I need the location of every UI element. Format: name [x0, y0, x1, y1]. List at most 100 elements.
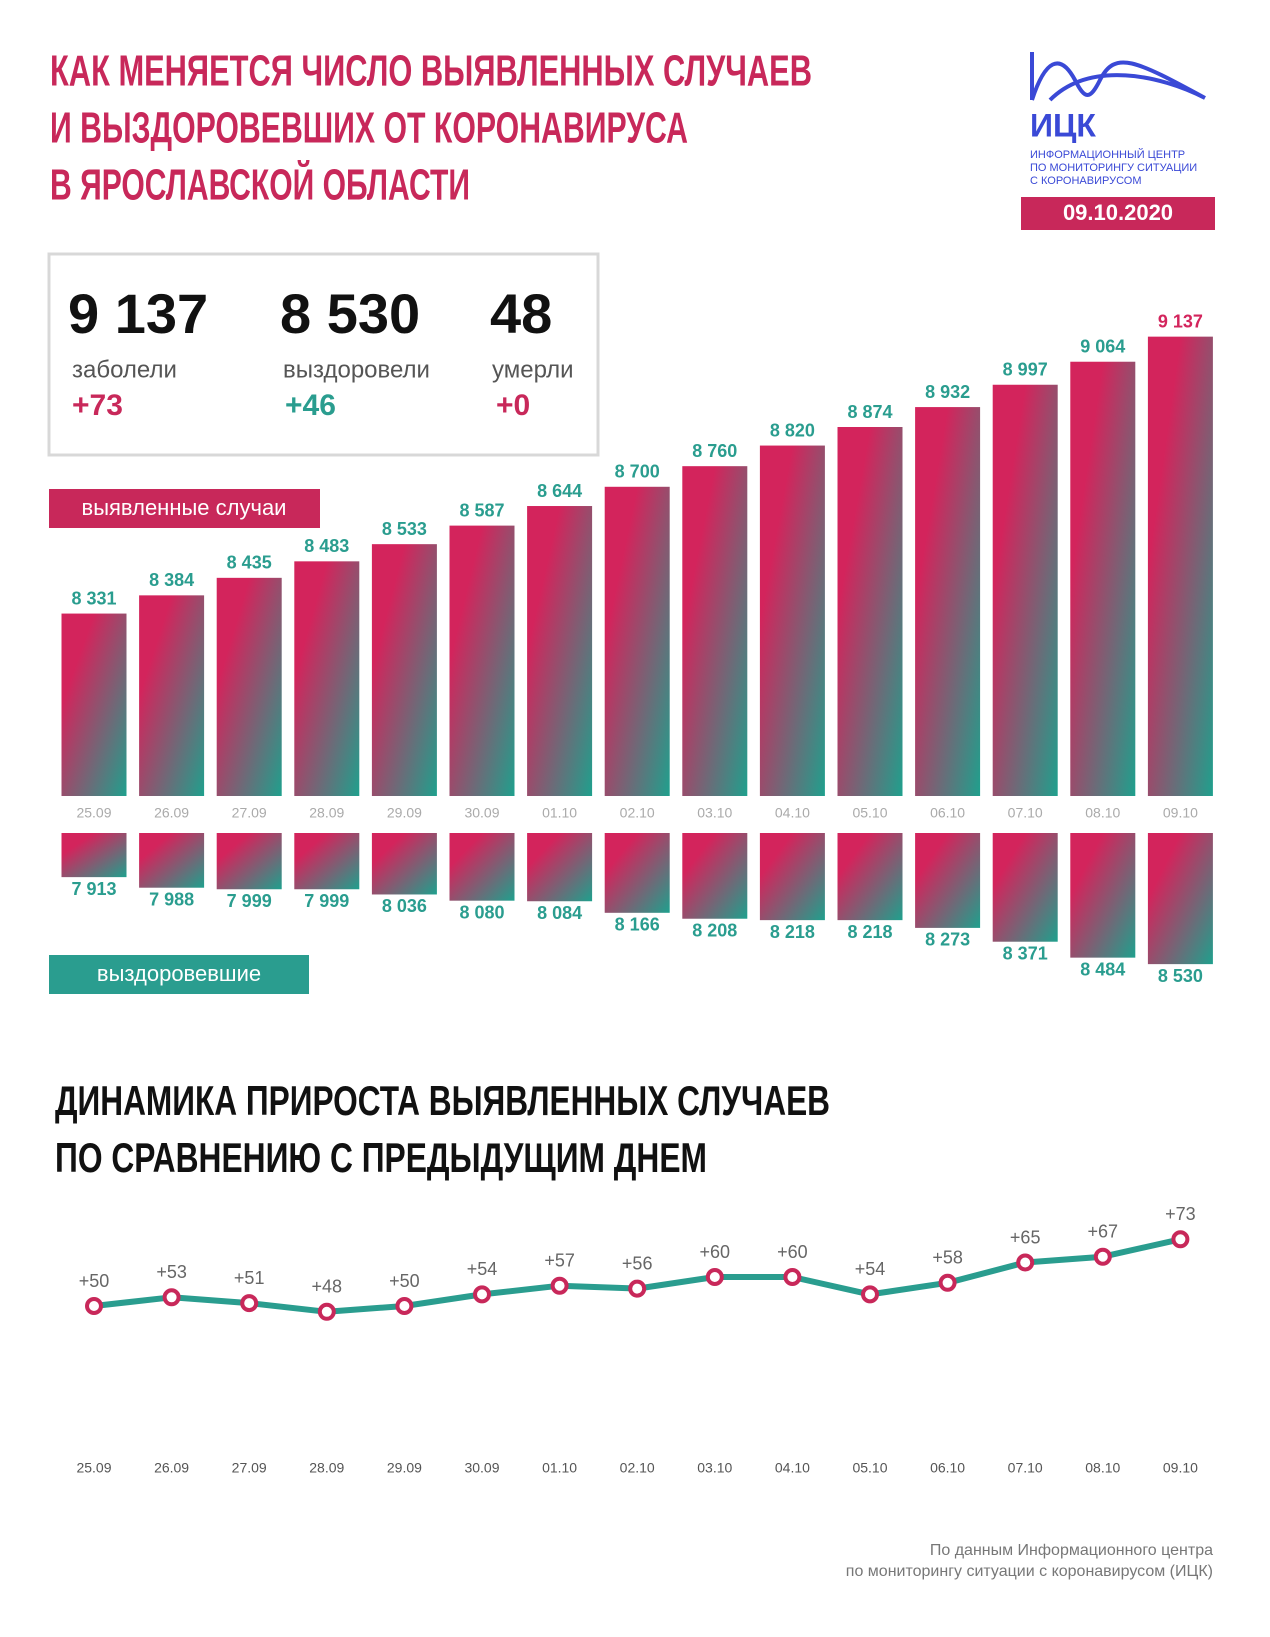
bar [1070, 361, 1136, 796]
logo-curve [1030, 52, 1206, 102]
stat-value: 8 530 [280, 282, 420, 345]
value-label: 7 913 [71, 879, 116, 899]
bar [837, 427, 903, 796]
x-tick-label: 29.09 [387, 1460, 422, 1476]
logo: ИЦК ИНФОРМАЦИОННЫЙ ЦЕНТР ПО МОНИТОРИНГУ … [1030, 52, 1206, 187]
value-label: 8 820 [770, 420, 815, 440]
value-label: 8 874 [847, 402, 892, 422]
x-tick-label: 30.09 [464, 1460, 499, 1476]
bar [915, 833, 981, 928]
stat-delta: +46 [285, 389, 336, 422]
x-tick-label: 07.10 [1008, 1460, 1043, 1476]
marker [317, 1302, 336, 1321]
marker [705, 1268, 724, 1286]
bar [216, 833, 282, 890]
legend-label: выздоровевшие [97, 961, 261, 986]
value-label: 8 166 [615, 915, 660, 935]
value-label: 7 988 [149, 889, 194, 909]
value-label: +50 [389, 1271, 420, 1291]
bar [139, 833, 205, 888]
value-label: 7 999 [304, 891, 349, 911]
logo-abbr: ИЦК [1030, 107, 1096, 143]
x-tick-label: 25.09 [76, 805, 111, 821]
bar [837, 833, 903, 921]
legend-box [49, 955, 309, 994]
marker [240, 1294, 259, 1313]
marker [1016, 1253, 1035, 1272]
x-tick-label: 04.10 [775, 805, 810, 821]
bar [1147, 336, 1213, 796]
value-label: 8 932 [925, 382, 970, 402]
value-label: 8 218 [847, 922, 892, 942]
value-label: +50 [79, 1271, 110, 1291]
value-label: 8 644 [537, 481, 582, 501]
marker [861, 1285, 879, 1304]
x-tick-label: 27.09 [232, 805, 267, 821]
logo-text: ИНФОРМАЦИОННЫЙ ЦЕНТР [1030, 148, 1185, 161]
value-label: +58 [932, 1248, 963, 1268]
line-title: ПО СРАВНЕНИЮ С ПРЕДЫДУЩИМ ДНЕМ [55, 1134, 707, 1181]
x-tick-label: 26.09 [154, 1460, 189, 1476]
value-label: 8 484 [1080, 959, 1125, 979]
bar [371, 833, 437, 895]
x-tick-label: 01.10 [542, 1460, 577, 1476]
x-tick-label: 08.10 [1085, 1460, 1120, 1476]
value-label: 7 999 [227, 891, 272, 911]
bar [449, 525, 515, 796]
marker [550, 1276, 569, 1295]
bar [759, 833, 825, 921]
title-line: КАК МЕНЯЕТСЯ ЧИСЛО ВЫЯВЛЕННЫХ СЛУЧАЕВ [50, 47, 812, 96]
marker [1093, 1247, 1112, 1266]
bar [1070, 833, 1136, 958]
bar [604, 486, 670, 796]
marker [395, 1297, 414, 1315]
legend-label: выявленные случаи [82, 495, 287, 520]
bar [449, 833, 515, 901]
title-line: И ВЫЗДОРОВЕВШИХ ОТ КОРОНАВИРУСА [50, 104, 688, 153]
bar [371, 544, 437, 796]
value-label: 8 997 [1003, 359, 1048, 379]
value-label: +65 [1010, 1227, 1041, 1247]
marker [1171, 1230, 1190, 1249]
x-tick-label: 30.09 [464, 805, 499, 821]
value-label: 8 700 [615, 462, 660, 482]
logo-text: С КОРОНАВИРУСОМ [1030, 175, 1142, 187]
bar [139, 595, 205, 796]
x-tick-label: 02.10 [620, 805, 655, 821]
date-box [1021, 197, 1215, 230]
bar [527, 833, 593, 902]
value-label: 8 384 [149, 570, 194, 590]
source: По данным Информационного центра [930, 1542, 1213, 1559]
x-tick-label: 05.10 [852, 1460, 887, 1476]
bar [759, 445, 825, 796]
stat-label: выздоровели [283, 356, 430, 383]
x-tick-label: 28.09 [309, 1460, 344, 1476]
value-label: +67 [1088, 1221, 1119, 1241]
marker [783, 1268, 802, 1286]
marker [85, 1297, 103, 1315]
x-tick-label: 28.09 [309, 805, 344, 821]
value-label: +57 [544, 1250, 575, 1270]
value-label: 9 064 [1080, 336, 1125, 356]
value-label: +73 [1165, 1204, 1196, 1224]
marker [473, 1285, 491, 1304]
bar [294, 833, 360, 890]
bar [604, 833, 670, 913]
value-label: 8 371 [1003, 943, 1048, 963]
logo-text: ПО МОНИТОРИНГУ СИТУАЦИИ [1030, 162, 1197, 174]
value-label: +53 [156, 1262, 187, 1282]
x-tick-label: 27.09 [232, 1460, 267, 1476]
x-tick-label: 09.10 [1163, 1460, 1198, 1476]
bar [682, 833, 748, 919]
bar [294, 561, 360, 796]
value-label: 8 208 [692, 920, 737, 940]
value-label: +60 [700, 1242, 731, 1262]
value-label: +51 [234, 1268, 265, 1288]
stat-value: 48 [490, 282, 552, 345]
value-label: 8 533 [382, 519, 427, 539]
bar [992, 833, 1058, 942]
x-tick-label: 07.10 [1008, 805, 1043, 821]
value-label: 8 530 [1158, 966, 1203, 986]
bar [1147, 833, 1213, 965]
